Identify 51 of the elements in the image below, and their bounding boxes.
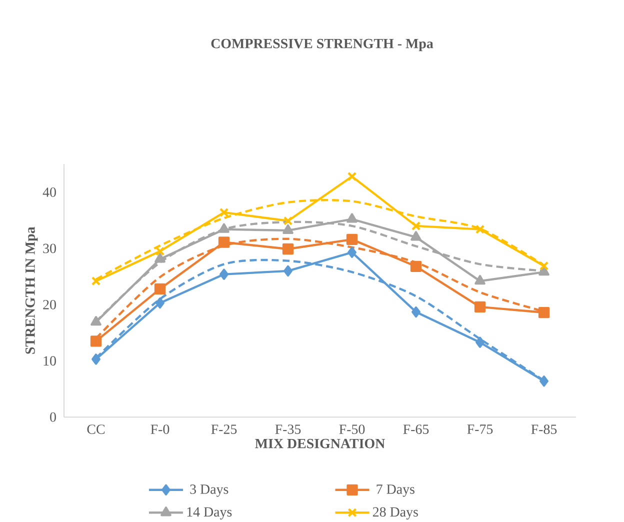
legend-label: 14 Days xyxy=(187,507,232,520)
point xyxy=(346,234,358,246)
x-tick-label: F-25 xyxy=(211,424,237,434)
y-axis-title: STRENGTH IN Mpa xyxy=(26,226,38,354)
point xyxy=(346,213,358,223)
point xyxy=(538,306,550,318)
point xyxy=(540,376,548,387)
point xyxy=(282,243,294,255)
point xyxy=(91,276,101,286)
legend-label: 28 Days xyxy=(372,507,418,520)
point xyxy=(154,283,166,295)
point xyxy=(282,224,294,234)
point xyxy=(154,253,166,263)
point xyxy=(347,172,357,182)
point xyxy=(410,260,422,272)
y-tick-label: 0 xyxy=(50,412,56,422)
point xyxy=(155,246,165,256)
point xyxy=(474,274,486,285)
chart-title: COMPRESSIVE STRENGTH - Mpa xyxy=(211,38,434,52)
x-tick-label: F-65 xyxy=(403,424,429,434)
y-tick-label: 10 xyxy=(44,356,56,366)
legend-label: 7 Days xyxy=(376,484,414,497)
x-tick-label: CC xyxy=(87,424,105,434)
x-tick-label: F-50 xyxy=(339,424,365,434)
point xyxy=(218,236,230,248)
point xyxy=(412,306,420,318)
legend-label: 3 Days xyxy=(190,484,228,497)
y-tick-label: 40 xyxy=(42,188,56,197)
point xyxy=(220,268,228,280)
x-tick-label: F-85 xyxy=(531,424,557,434)
point xyxy=(156,297,164,309)
point xyxy=(410,231,422,241)
x-tick-label: F-75 xyxy=(467,424,493,434)
y-tick-label: 20 xyxy=(43,300,56,310)
point xyxy=(90,336,102,347)
x-tick-label: F-0 xyxy=(150,424,170,434)
point xyxy=(348,246,356,258)
point xyxy=(219,208,229,218)
point xyxy=(474,301,486,312)
point xyxy=(90,316,102,326)
point xyxy=(92,354,100,365)
point xyxy=(284,265,292,277)
point xyxy=(475,224,485,234)
point xyxy=(283,216,293,226)
point xyxy=(218,223,230,233)
x-axis-title: MIX DESIGNATION xyxy=(255,438,385,448)
y-tick-label: 30 xyxy=(43,244,56,254)
x-tick-label: F-35 xyxy=(275,424,301,434)
point xyxy=(539,261,549,270)
point xyxy=(411,221,421,231)
point xyxy=(476,336,484,348)
